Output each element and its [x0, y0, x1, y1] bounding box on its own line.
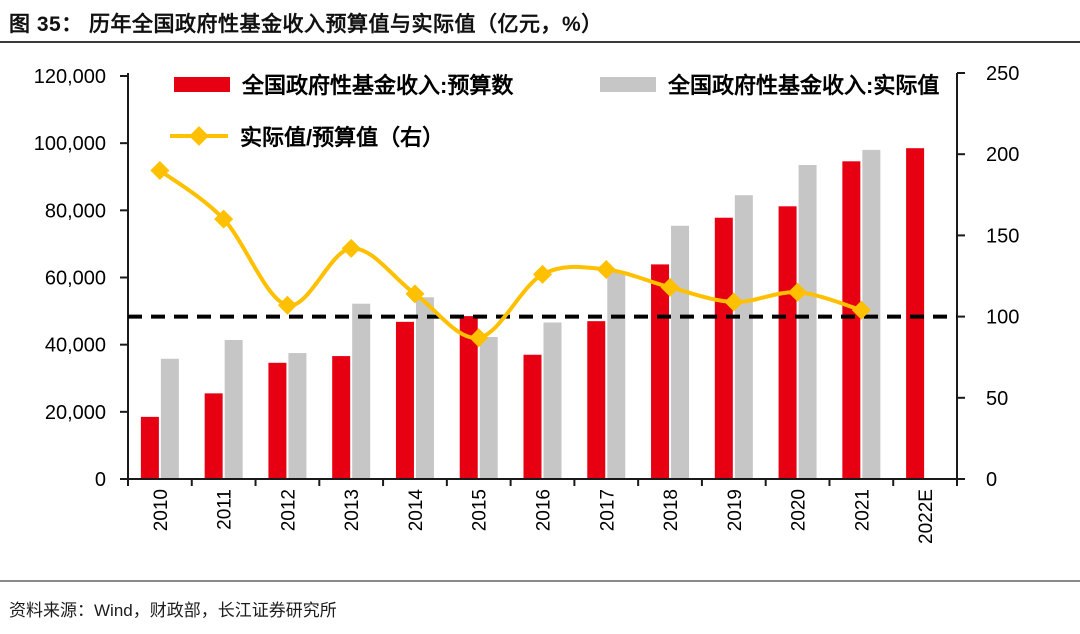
ratio-point-marker: [724, 292, 744, 312]
axis-tick-label: 250: [986, 63, 1019, 85]
diamond-marker-icon: [189, 126, 209, 146]
axis-tick-label: 2020: [789, 489, 810, 531]
bar-actual-2016: [543, 322, 562, 479]
ratio-point-marker: [596, 260, 616, 280]
ratio-line: [158, 168, 862, 340]
legend-item-ratio: 实际值/预算值（右）: [170, 120, 444, 152]
axis-tick-label: 2014: [406, 489, 427, 532]
bar-budget-2012: [268, 362, 287, 479]
legend-label-actual: 全国政府性基金收入:实际值: [668, 73, 940, 98]
axis-tick-label: 2021: [852, 489, 873, 531]
source-divider: [0, 580, 1080, 582]
axis-tick-label: 20,000: [45, 402, 106, 424]
ratio-point-marker: [788, 282, 808, 302]
ratio-point-marker: [851, 300, 871, 320]
bar-budget-2010: [140, 416, 159, 479]
legend-swatch-budget: [174, 76, 230, 92]
axis-tick-label: 2013: [342, 489, 363, 531]
axis-tick-label: 120,000: [34, 66, 106, 88]
legend-item-budget: 全国政府性基金收入:预算数: [174, 68, 513, 100]
bar-budget-2016: [523, 354, 542, 479]
bar-budget-2018: [651, 264, 670, 479]
axis-tick-label: 2017: [597, 489, 618, 531]
axis-tick-label: 40,000: [45, 335, 106, 357]
ratio-point-marker: [405, 284, 425, 304]
source-text: 资料来源：Wind，财政部，长江证券研究所: [9, 601, 337, 620]
bar-budget-2011: [204, 393, 223, 479]
axis-tick-label: 2019: [725, 489, 746, 531]
axis-tick-label: 2010: [151, 489, 172, 531]
combo-chart: 0 20,000 40,000 60,000 80,000 100,000 120,000 0…: [34, 63, 1020, 544]
axis-tick-label: 2011: [215, 489, 236, 530]
bar-actual-2021: [862, 149, 881, 479]
bar-budget-2014: [395, 321, 414, 479]
axis-tick-label: 60,000: [45, 268, 106, 290]
ratio-point-marker: [214, 209, 234, 229]
axis-tick-label: 2018: [661, 489, 682, 531]
ratio-point-marker: [150, 160, 170, 180]
legend-label-budget: 全国政府性基金收入:预算数: [242, 73, 514, 98]
bar-budget-2021: [842, 161, 861, 479]
figure-title: 图 35： 历年全国政府性基金收入预算值与实际值（亿元，%）: [9, 13, 603, 36]
bar-budget-2015: [459, 316, 478, 479]
axis-tick-label: 0: [95, 469, 106, 491]
bar-actual-2015: [479, 336, 498, 479]
bar-budget-2019: [714, 217, 733, 479]
bar-actual-2019: [734, 195, 753, 480]
axis-tick-label: 2022E: [916, 489, 937, 544]
bar-budget-2020: [778, 206, 797, 479]
bar-actual-2020: [798, 164, 817, 479]
bar-budget-2022E: [906, 148, 925, 479]
bar-actual-2010: [160, 358, 179, 479]
bar-actual-2018: [671, 225, 690, 479]
legend-item-actual: 全国政府性基金收入:实际值: [600, 68, 939, 100]
axis-tick-label: 150: [986, 225, 1019, 247]
axis-tick-label: 80,000: [45, 200, 106, 222]
axis-tick-label: 50: [986, 388, 1008, 410]
axis-tick-label: 0: [986, 469, 997, 491]
axis-tick-label: 2015: [470, 489, 491, 531]
bar-actual-2011: [224, 339, 243, 479]
bar-actual-2013: [352, 303, 371, 479]
title-divider: [0, 41, 1080, 43]
bar-actual-2012: [288, 353, 307, 479]
bar-actual-2017: [607, 272, 626, 479]
ratio-point-marker: [341, 238, 361, 258]
legend-label-ratio: 实际值/预算值（右）: [240, 125, 445, 150]
axis-tick-label: 100,000: [34, 133, 106, 155]
bar-budget-2017: [587, 321, 606, 479]
ratio-point-marker: [660, 277, 680, 297]
bar-actual-2014: [415, 297, 434, 479]
legend-line-marker-icon: [170, 126, 228, 146]
ratio-point-marker: [469, 328, 489, 348]
axis-tick-label: 2012: [278, 489, 299, 531]
bar-budget-2013: [332, 356, 351, 479]
legend-swatch-actual: [600, 76, 656, 92]
ratio-point-marker: [533, 264, 552, 284]
axis-tick-label: 200: [986, 144, 1019, 166]
ratio-point-marker: [277, 295, 297, 315]
axis-tick-label: 100: [986, 307, 1019, 329]
axis-tick-label: 2016: [534, 489, 555, 531]
